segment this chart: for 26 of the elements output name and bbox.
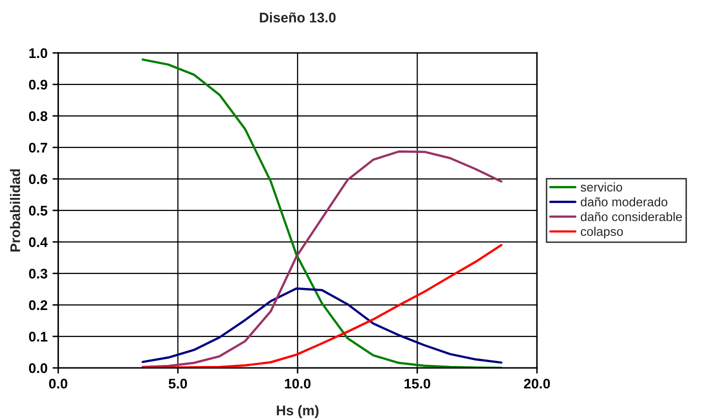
x-tick-label: 20.0: [524, 378, 550, 389]
x-tick-label: 10.0: [284, 378, 311, 389]
y-tick-label: 0.0: [29, 363, 48, 374]
y-tick-label: 0.4: [29, 237, 48, 248]
y-tick-label: 0.5: [29, 206, 48, 216]
y-tick-label: 0.9: [29, 80, 48, 90]
x-tick-label: 5.0: [168, 378, 187, 389]
line-series: [142, 244, 502, 368]
x-tick-label: 15.0: [404, 378, 430, 389]
y-tick-label: 0.2: [29, 300, 48, 310]
y-tick-label: 1.0: [29, 48, 48, 58]
chart-title: Diseño 13.0: [260, 12, 336, 23]
line-series: [142, 150, 502, 368]
legend-label: daño considerable: [580, 212, 682, 222]
y-tick-label: 0.8: [29, 111, 48, 122]
legend-label: daño moderado: [580, 197, 668, 206]
y-tick-label: 0.3: [29, 268, 48, 279]
y-tick-label: 0.7: [29, 142, 48, 153]
x-tick-label: 0.0: [49, 378, 68, 389]
line-series: [142, 287, 502, 364]
legend-label: servicio: [580, 182, 622, 192]
x-axis-title: Hs (m): [276, 405, 318, 418]
y-tick-label: 0.6: [29, 174, 48, 184]
y-axis-title: Probabilidad: [10, 169, 20, 252]
y-tick-label: 0.1: [29, 332, 48, 342]
legend-label: colapso: [580, 226, 623, 238]
